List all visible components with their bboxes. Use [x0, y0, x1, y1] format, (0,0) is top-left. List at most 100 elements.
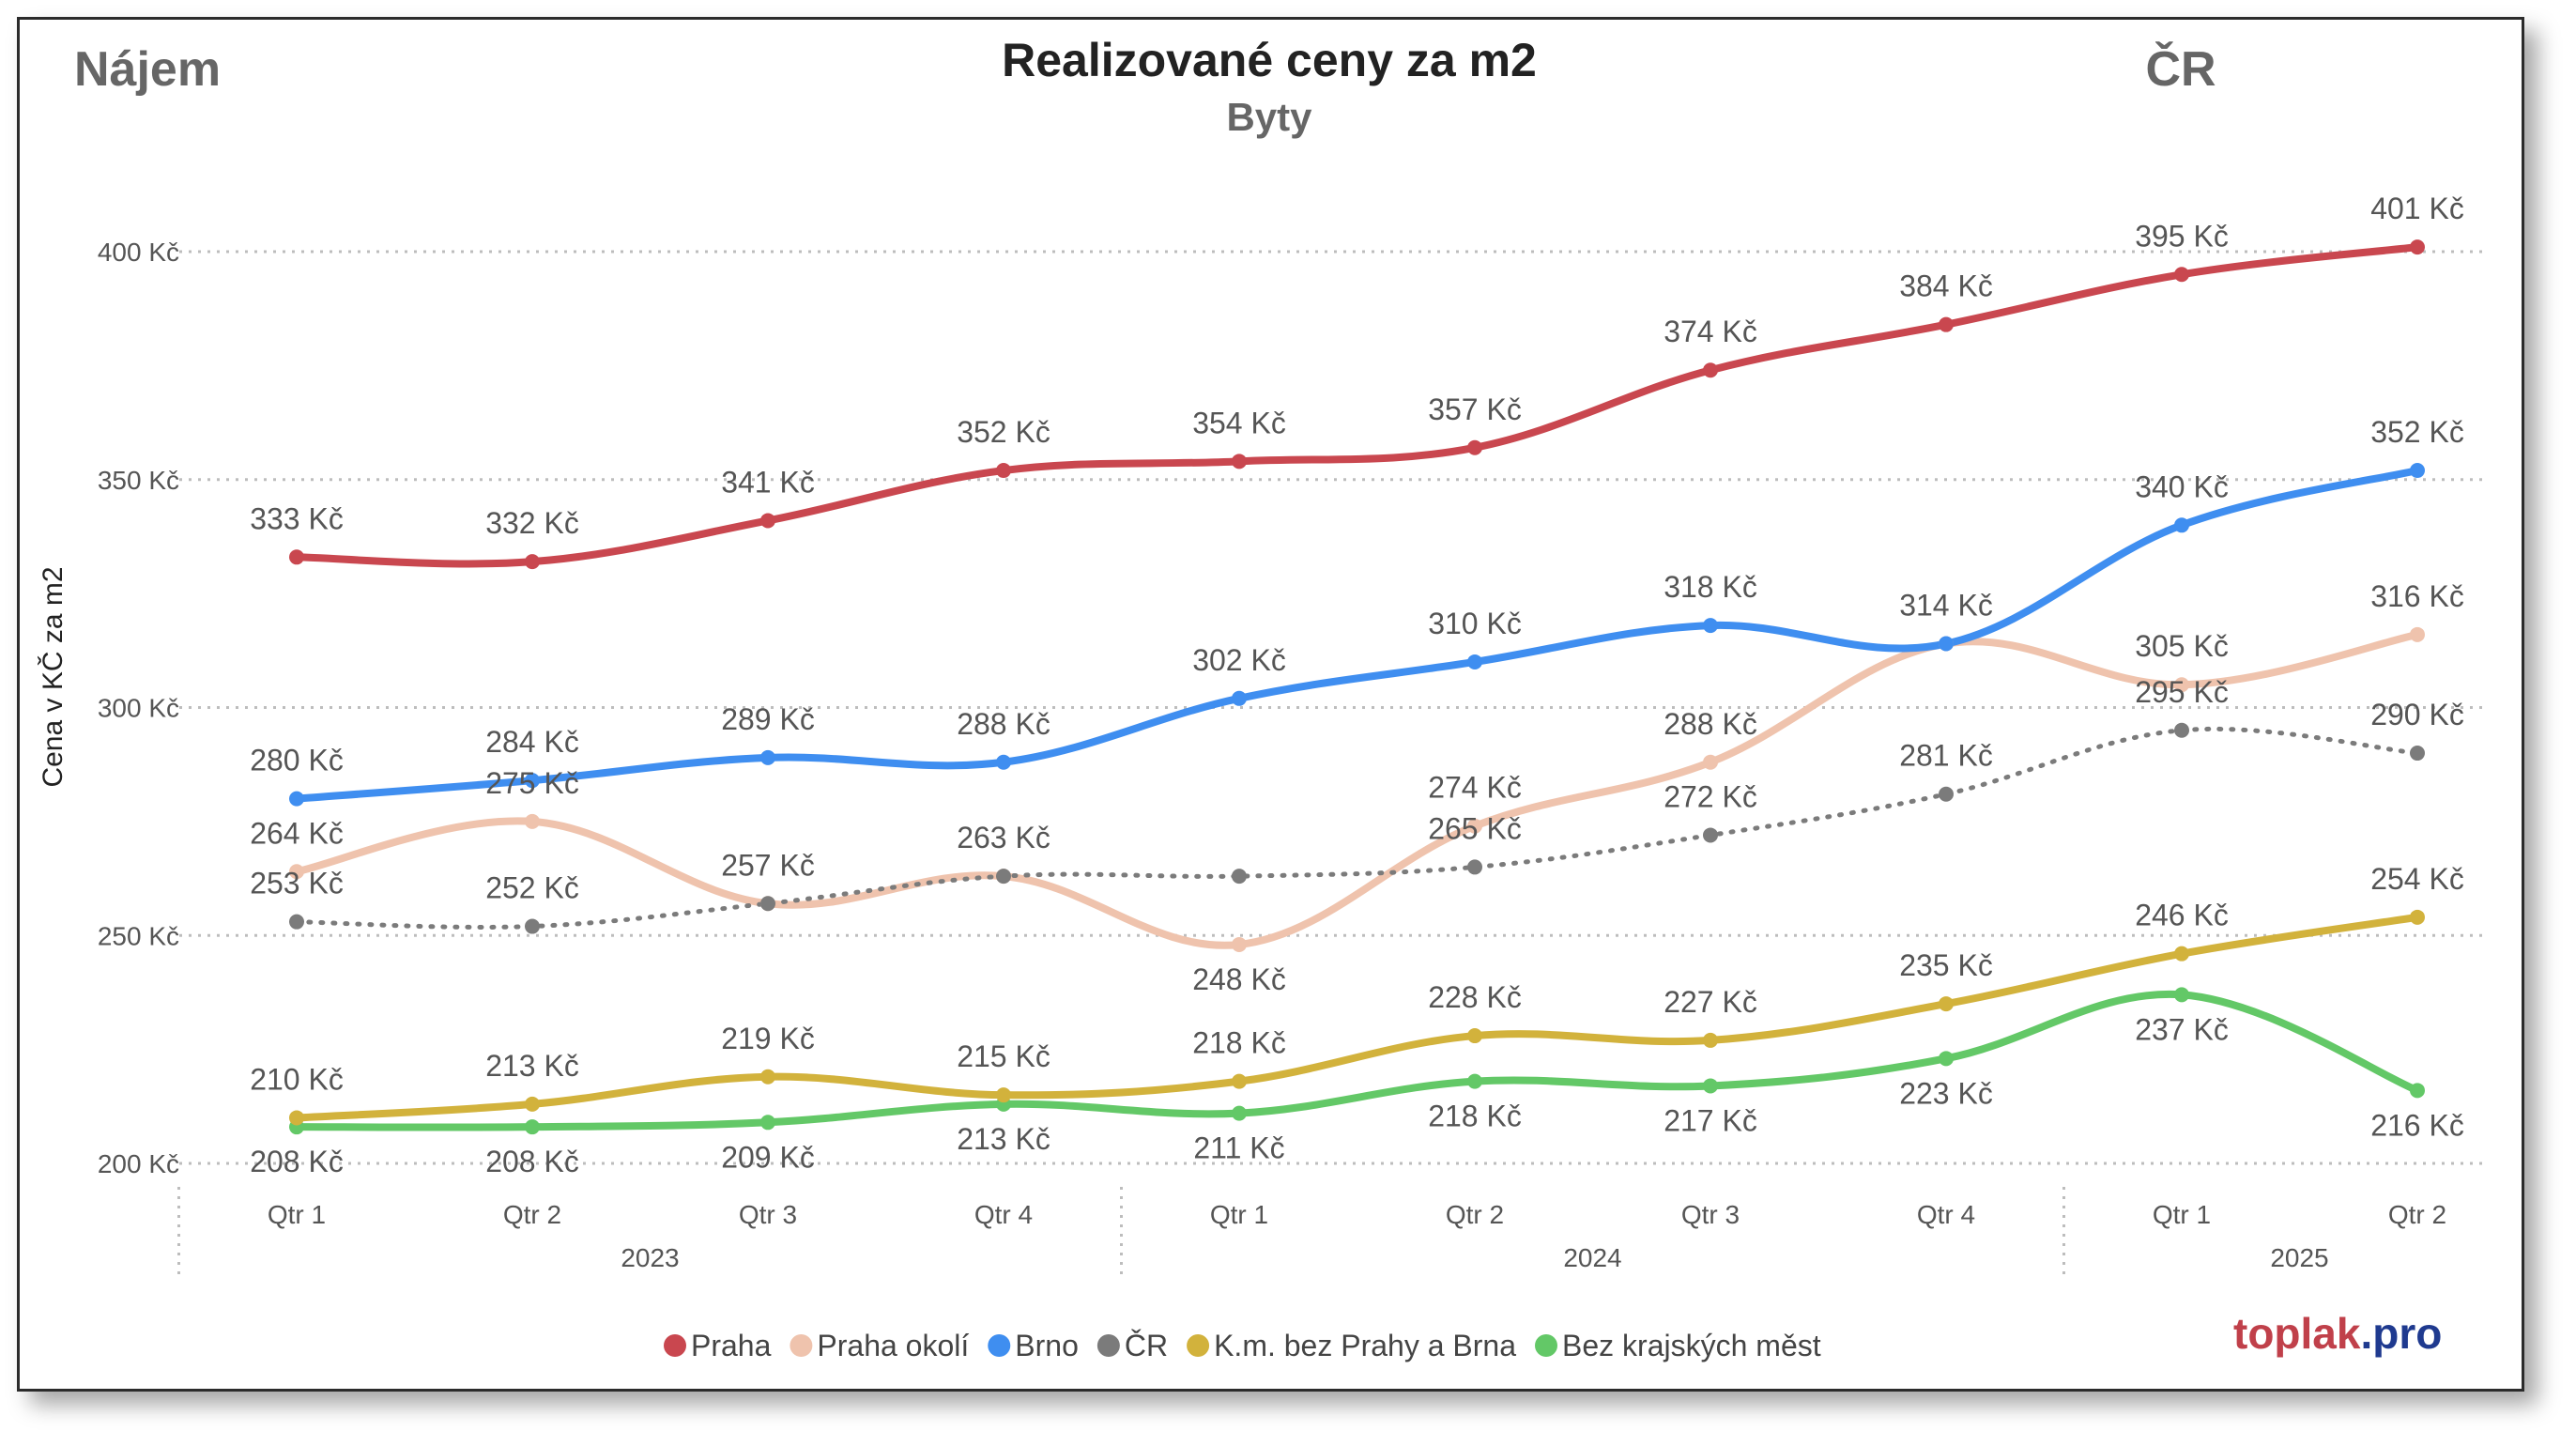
data-label: 257 Kč [721, 848, 815, 882]
year-label: 2025 [2270, 1243, 2328, 1272]
legend-marker [988, 1334, 1011, 1357]
chart-frame: Nájem Realizované ceny za m2 Byty ČR Cen… [17, 17, 2524, 1392]
data-point [2174, 517, 2189, 533]
header-left-label: Nájem [74, 42, 221, 97]
legend-marker [1535, 1334, 1557, 1357]
data-point [525, 773, 540, 789]
data-label: 227 Kč [1664, 985, 1757, 1019]
data-label: 384 Kč [1899, 269, 1993, 303]
data-label: 332 Kč [485, 506, 579, 540]
data-label: 314 Kč [1899, 589, 1993, 623]
data-label: 395 Kč [2135, 219, 2229, 253]
data-label: 275 Kč [485, 766, 579, 800]
series-line-praha [293, 243, 2421, 568]
data-point [1703, 618, 1718, 634]
legend-marker [664, 1334, 686, 1357]
data-point [1467, 1028, 1482, 1044]
data-point [289, 914, 304, 930]
y-tick-label: 400 Kč [98, 238, 179, 267]
data-point [289, 1110, 304, 1126]
data-label: 264 Kč [250, 816, 344, 850]
data-point [996, 1087, 1011, 1103]
data-label: 213 Kč [485, 1049, 579, 1083]
data-label: 310 Kč [1428, 607, 1522, 640]
data-point [525, 1119, 540, 1135]
x-axis: Qtr 1 Qtr 2 Qtr 3 Qtr 4 Qtr 1 Qtr 2 Qtr 3 Qtr 4… [177, 1187, 2446, 1280]
data-point [760, 1069, 775, 1085]
data-point [2174, 722, 2189, 738]
line-chart: Nájem Realizované ceny za m2 Byty ČR Cen… [37, 34, 2489, 1362]
legend-label: Bez krajských měst [1562, 1329, 1821, 1362]
data-label: 352 Kč [957, 415, 1050, 449]
data-label: 208 Kč [485, 1145, 579, 1178]
chart-subtitle: Byty [1226, 95, 1312, 139]
series-line-k-m-bez-prahy-a-brna [293, 913, 2421, 1122]
series-lines [293, 243, 2421, 1131]
data-point [1232, 936, 1247, 952]
data-label: 211 Kč [1193, 1131, 1284, 1165]
data-label: 284 Kč [485, 725, 579, 759]
data-point [1467, 439, 1482, 455]
series-line-bez-krajsk-ch-m-st [293, 990, 2421, 1131]
x-tick-label: Qtr 2 [2388, 1200, 2446, 1229]
data-point [1703, 754, 1718, 770]
brand-logo-part1: toplak [2233, 1309, 2361, 1358]
header-right-label: ČR [2145, 41, 2216, 97]
data-label: 280 Kč [250, 744, 344, 777]
data-point [1939, 786, 1954, 802]
x-tick-label: Qtr 1 [2153, 1200, 2211, 1229]
x-tick-label: Qtr 1 [268, 1200, 326, 1229]
data-label: 352 Kč [2370, 415, 2464, 449]
data-label: 318 Kč [1664, 570, 1757, 604]
legend-label: Praha [691, 1329, 772, 1362]
data-label: 209 Kč [721, 1140, 815, 1174]
data-label: 215 Kč [957, 1039, 1050, 1073]
data-label: 281 Kč [1899, 739, 1993, 773]
data-label: 401 Kč [2370, 192, 2464, 225]
data-label: 288 Kč [1664, 707, 1757, 741]
data-point [289, 791, 304, 807]
data-label: 252 Kč [485, 871, 579, 905]
legend: Praha Praha okolí Brno ČR K.m. bez Prahy a B… [664, 1329, 1821, 1362]
data-point [1939, 1051, 1954, 1067]
data-point [1703, 362, 1718, 378]
y-tick-label: 350 Kč [98, 466, 179, 495]
data-point [1232, 690, 1247, 706]
data-label: 248 Kč [1192, 962, 1286, 996]
data-point [1703, 1032, 1718, 1048]
legend-label: ČR [1125, 1329, 1168, 1362]
data-point [2410, 626, 2425, 642]
data-label: 289 Kč [721, 702, 815, 736]
x-tick-label: Qtr 2 [1446, 1200, 1504, 1229]
data-label: 290 Kč [2370, 698, 2464, 731]
data-label: 223 Kč [1899, 1076, 1993, 1110]
data-point [1232, 1073, 1247, 1089]
year-label: 2023 [621, 1243, 679, 1272]
data-label: 357 Kč [1428, 392, 1522, 426]
legend-marker [1187, 1334, 1210, 1357]
data-label: 374 Kč [1664, 315, 1757, 348]
data-label: 305 Kč [2135, 629, 2229, 663]
legend-label: Brno [1015, 1329, 1079, 1362]
legend-label: Praha okolí [817, 1329, 969, 1362]
data-label: 253 Kč [250, 867, 344, 900]
data-label: 216 Kč [2370, 1108, 2464, 1142]
data-label: 254 Kč [2370, 862, 2464, 896]
data-label: 235 Kč [1899, 948, 1993, 982]
data-label: 288 Kč [957, 707, 1050, 741]
data-label: 272 Kč [1664, 779, 1757, 813]
data-label: 340 Kč [2135, 469, 2229, 503]
data-point [1232, 454, 1247, 469]
data-point [2410, 239, 2425, 255]
data-point [1232, 1105, 1247, 1121]
brand-logo: toplak.pro [2233, 1309, 2442, 1358]
data-point [2410, 909, 2425, 925]
y-tick-label: 200 Kč [98, 1149, 179, 1178]
data-point [760, 896, 775, 912]
data-point [525, 1096, 540, 1112]
y-tick-label: 300 Kč [98, 694, 179, 723]
data-point [2174, 946, 2189, 962]
data-label: 295 Kč [2135, 675, 2229, 709]
series-line-praha-okol [293, 630, 2421, 949]
x-tick-label: Qtr 3 [739, 1200, 797, 1229]
